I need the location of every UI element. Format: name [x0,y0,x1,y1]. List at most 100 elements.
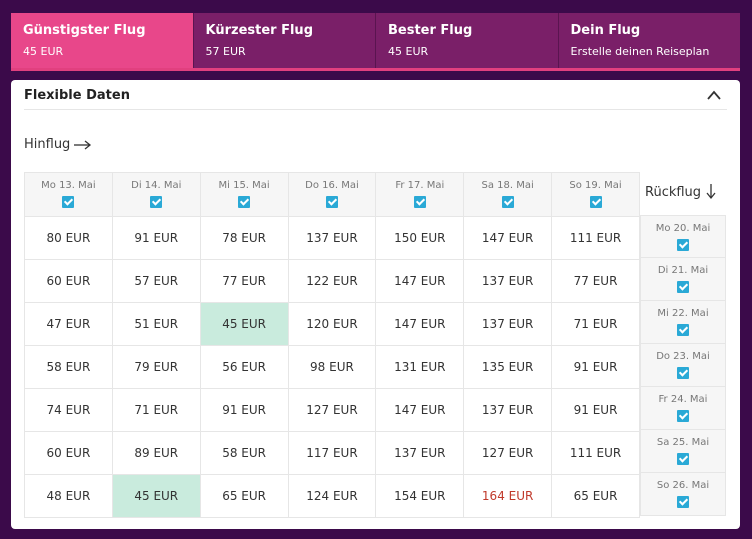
price-cell[interactable]: 131 EUR [375,345,465,389]
return-date-cell: Do 23. Mai [640,344,726,387]
panel-title: Flexible Daten [24,88,130,103]
price-cell[interactable]: 78 EUR [199,216,289,260]
price-cell[interactable]: 137 EUR [287,216,377,260]
checkbox[interactable] [589,196,602,208]
table-row: 48 EUR 45 EUR 65 EUR 124 EUR 154 EUR 164 EUR 6… [24,474,640,518]
price-cell[interactable]: 65 EUR [551,474,640,518]
checkbox[interactable] [677,281,689,293]
checkbox[interactable] [238,196,251,208]
price-cell[interactable]: 150 EUR [375,216,465,260]
table-row: 60 EUR 89 EUR 58 EUR 117 EUR 137 EUR 127 EUR 1… [24,431,640,475]
price-cell[interactable]: 65 EUR [199,474,289,518]
price-cell[interactable]: 147 EUR [375,259,465,303]
return-label: Rückflug [645,184,716,200]
price-cell[interactable]: 135 EUR [463,345,553,389]
price-cell[interactable]: 51 EUR [111,302,201,346]
price-cell[interactable]: 89 EUR [111,431,201,475]
outbound-date-label: Sa 18. Mai [481,180,534,191]
checkbox[interactable] [677,324,689,336]
checkbox[interactable] [677,496,689,508]
checkbox[interactable] [325,196,338,208]
tab-subtitle: 45 EUR [23,45,64,58]
price-cell[interactable]: 147 EUR [375,302,465,346]
price-cell[interactable]: 91 EUR [111,216,201,260]
outbound-label-text: Hinflug [24,137,71,152]
price-cell[interactable]: 45 EUR [199,302,289,346]
price-cell[interactable]: 57 EUR [111,259,201,303]
tab-title: Günstigster Flug [23,23,146,38]
flexible-dates-panel: Flexible Daten Hinflug Mo 13. Mai Di 14. … [11,80,740,529]
outbound-date-header: Mi 15. Mai [199,172,289,217]
checkbox[interactable] [62,196,75,208]
outbound-date-header: Sa 18. Mai [463,172,553,217]
return-label-text: Rückflug [645,184,702,200]
price-cell[interactable]: 77 EUR [551,259,640,303]
chevron-up-icon[interactable] [706,88,722,102]
price-cell[interactable]: 120 EUR [287,302,377,346]
tab-title: Kürzester Flug [205,23,314,38]
table-row: 80 EUR 91 EUR 78 EUR 137 EUR 150 EUR 147 EUR 1… [24,216,640,260]
price-cell[interactable]: 137 EUR [463,388,553,432]
price-cell[interactable]: 122 EUR [287,259,377,303]
return-date-cell: Sa 25. Mai [640,430,726,473]
price-cell[interactable]: 91 EUR [199,388,289,432]
price-cell[interactable]: 164 EUR [463,474,553,518]
return-date-cell: Mi 22. Mai [640,301,726,344]
price-cell[interactable]: 147 EUR [463,216,553,260]
return-date-label: Mi 22. Mai [657,308,709,319]
price-cell[interactable]: 124 EUR [287,474,377,518]
tab-1[interactable]: Kürzester Flug 57 EUR [193,13,376,68]
price-cell[interactable]: 60 EUR [24,431,113,475]
price-cell[interactable]: 127 EUR [463,431,553,475]
tab-subtitle: Erstelle deinen Reiseplan [570,45,710,58]
price-cell[interactable]: 71 EUR [551,302,640,346]
price-cell[interactable]: 91 EUR [551,388,640,432]
return-date-label: Fr 24. Mai [658,394,708,405]
table-row: 58 EUR 79 EUR 56 EUR 98 EUR 131 EUR 135 EUR 91… [24,345,640,389]
price-cell[interactable]: 111 EUR [551,431,640,475]
price-cell[interactable]: 56 EUR [199,345,289,389]
price-cell[interactable]: 154 EUR [375,474,465,518]
price-cell[interactable]: 79 EUR [111,345,201,389]
price-cell[interactable]: 80 EUR [24,216,113,260]
return-date-label: So 26. Mai [656,480,710,491]
return-date-cell: Di 21. Mai [640,258,726,301]
price-cell[interactable]: 71 EUR [111,388,201,432]
checkbox[interactable] [677,410,689,422]
outbound-date-header: Do 16. Mai [287,172,377,217]
price-cell[interactable]: 111 EUR [551,216,640,260]
outbound-date-label: Do 16. Mai [305,180,359,191]
price-cell[interactable]: 47 EUR [24,302,113,346]
divider [24,109,727,110]
tab-3[interactable]: Dein Flug Erstelle deinen Reiseplan [558,13,740,68]
price-cell[interactable]: 58 EUR [199,431,289,475]
checkbox[interactable] [413,196,426,208]
price-cell[interactable]: 58 EUR [24,345,113,389]
price-cell[interactable]: 45 EUR [111,474,201,518]
return-date-label: Sa 25. Mai [656,437,710,448]
tab-0[interactable]: Günstigster Flug 45 EUR [11,13,194,68]
return-date-label: Mo 20. Mai [655,223,711,234]
table-row: 47 EUR 51 EUR 45 EUR 120 EUR 147 EUR 137 EUR 7… [24,302,640,346]
price-cell[interactable]: 48 EUR [24,474,113,518]
checkbox[interactable] [501,196,514,208]
checkbox[interactable] [677,453,689,465]
checkbox[interactable] [677,239,689,251]
price-cell[interactable]: 137 EUR [463,302,553,346]
price-cell[interactable]: 147 EUR [375,388,465,432]
checkbox[interactable] [150,196,163,208]
price-cell[interactable]: 137 EUR [463,259,553,303]
price-cell[interactable]: 98 EUR [287,345,377,389]
price-cell[interactable]: 60 EUR [24,259,113,303]
tab-2[interactable]: Bester Flug 45 EUR [376,13,559,68]
price-cell[interactable]: 117 EUR [287,431,377,475]
price-cell[interactable]: 74 EUR [24,388,113,432]
tab-title: Dein Flug [570,23,641,38]
price-cell[interactable]: 91 EUR [551,345,640,389]
price-cell[interactable]: 137 EUR [375,431,465,475]
price-cell[interactable]: 127 EUR [287,388,377,432]
price-cell[interactable]: 77 EUR [199,259,289,303]
checkbox[interactable] [677,367,689,379]
return-date-cell: So 26. Mai [640,473,726,516]
result-tabs: Günstigster Flug 45 EUR Kürzester Flug 57 E… [11,13,740,71]
